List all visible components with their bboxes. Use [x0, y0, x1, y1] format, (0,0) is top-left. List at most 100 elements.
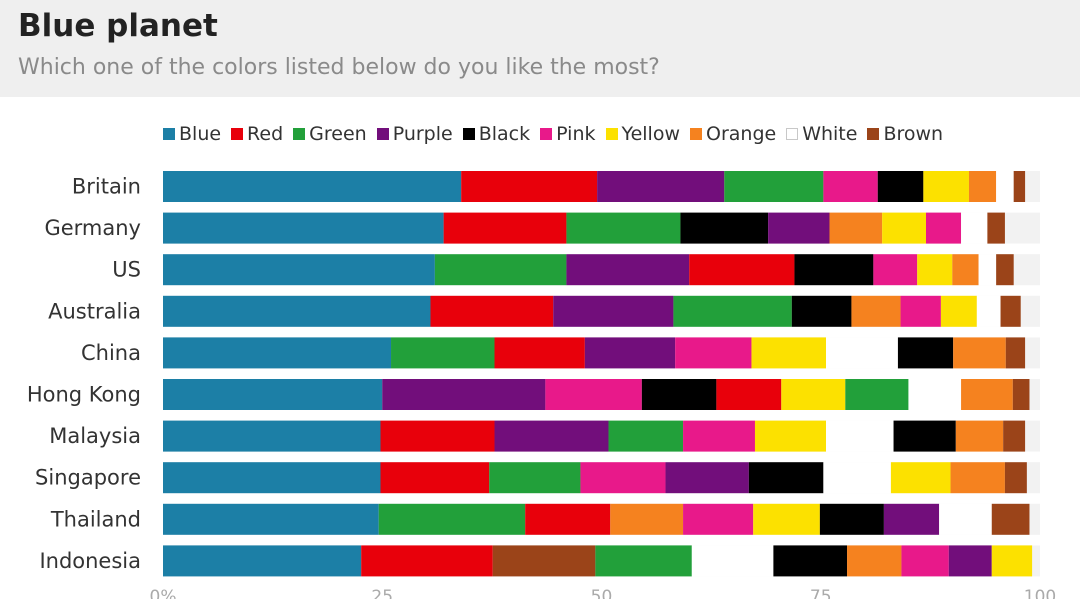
legend-item-green: Green: [293, 123, 367, 145]
bar-segment-germany-red: [443, 212, 567, 244]
bar-segment-britain-black: [877, 171, 924, 202]
category-label-thailand: Thailand: [50, 507, 141, 531]
bar-segment-thailand-red: [525, 503, 611, 535]
x-tick-label-4: 100: [1024, 587, 1056, 599]
bar-segment-thailand-purple: [883, 503, 940, 535]
bar-segment-thailand-brown: [991, 503, 1030, 535]
bar-segment-germany-green: [566, 212, 681, 244]
bar-segment-us-white: [978, 254, 997, 286]
bar-segment-china-yellow: [751, 337, 827, 369]
bar-segment-hong-kong-orange: [961, 379, 1013, 410]
legend-item-orange: Orange: [690, 123, 776, 145]
bar-segment-us-red: [689, 254, 795, 286]
legend-label-brown: Brown: [883, 123, 944, 145]
category-label-germany: Germany: [44, 216, 141, 240]
bar-segment-malaysia-green: [608, 420, 684, 452]
legend-swatch-white: [786, 128, 799, 140]
legend-item-brown: Brown: [867, 123, 943, 145]
bar-segment-indonesia-blue: [163, 545, 362, 577]
bar-segment-britain-pink: [823, 171, 878, 202]
category-label-malaysia: Malaysia: [49, 424, 141, 448]
bar-segment-hong-kong-black: [641, 379, 717, 410]
legend-label-black: Black: [478, 123, 531, 145]
category-label-china: China: [81, 341, 141, 365]
bar-segment-hong-kong-purple: [382, 379, 546, 410]
legend-label-pink: Pink: [556, 123, 596, 145]
bar-segment-thailand-blue: [163, 503, 379, 535]
legend-item-purple: Purple: [376, 123, 453, 145]
bar-segment-thailand-orange: [610, 503, 684, 535]
legend-label-white: White: [802, 123, 858, 145]
bar-segment-indonesia-green: [595, 545, 692, 577]
bar-segment-china-purple: [584, 337, 676, 369]
legend-swatch-blue: [163, 128, 175, 140]
legend-swatch-yellow: [605, 128, 618, 140]
bar-segment-indonesia-pink: [901, 545, 949, 577]
x-tick-label-0: 0%: [150, 587, 177, 599]
bar-segment-britain-purple: [597, 171, 725, 202]
bar-segment-us-pink: [873, 254, 918, 286]
legend-label-orange: Orange: [706, 123, 777, 145]
bar-segment-singapore-black: [748, 462, 824, 494]
bar-segment-australia-black: [791, 295, 852, 327]
bar-segment-singapore-red: [380, 462, 490, 494]
chart-title: Blue planet: [18, 8, 218, 44]
legend-label-red: Red: [247, 123, 284, 145]
bar-segment-us-green: [434, 254, 567, 286]
bar-segment-britain-blue: [163, 171, 462, 202]
bar-row-thailand: [163, 503, 1040, 535]
bar-segment-singapore-green: [489, 462, 581, 494]
bar-segment-us-blue: [163, 254, 435, 286]
bar-segment-britain-red: [461, 171, 598, 202]
x-tick-label-2: 50: [591, 587, 613, 599]
bar-segment-hong-kong-yellow: [781, 379, 846, 410]
legend-swatch-black: [462, 128, 475, 140]
category-label-australia: Australia: [48, 299, 141, 323]
bar-segment-germany-blue: [163, 212, 444, 244]
bar-segment-us-orange: [952, 254, 979, 286]
bar-segment-australia-green: [673, 295, 792, 327]
bar-segment-china-orange: [953, 337, 1006, 369]
legend-swatch-green: [293, 128, 306, 140]
legend-swatch-red: [231, 128, 244, 140]
bar-row-singapore: [163, 462, 1040, 494]
bar-segment-germany-brown: [987, 212, 1005, 244]
bar-segment-us-yellow: [917, 254, 953, 286]
bar-segment-britain-brown: [1013, 171, 1026, 202]
bar-segment-malaysia-pink: [683, 420, 755, 452]
bar-segment-germany-yellow: [882, 212, 926, 244]
bar-segment-thailand-pink: [683, 503, 754, 535]
bar-segment-singapore-yellow: [890, 462, 951, 494]
bar-segment-indonesia-black: [773, 545, 848, 577]
bar-segment-malaysia-orange: [955, 420, 1004, 452]
bar-segment-china-black: [897, 337, 954, 369]
bar-segment-china-white: [826, 337, 898, 369]
bar-segment-hong-kong-brown: [1012, 379, 1030, 410]
bar-row-germany: [163, 212, 1040, 244]
legend-label-yellow: Yellow: [621, 123, 681, 145]
bar-segment-malaysia-blue: [163, 420, 381, 452]
legend-label-green: Green: [309, 123, 367, 145]
category-label-singapore: Singapore: [35, 466, 141, 490]
legend-item-pink: Pink: [540, 123, 596, 145]
bar-segment-britain-orange: [968, 171, 997, 202]
bar-segment-hong-kong-blue: [163, 379, 383, 410]
legend-label-purple: Purple: [392, 123, 453, 145]
bar-segment-indonesia-orange: [847, 545, 902, 577]
bar-segment-us-black: [794, 254, 874, 286]
legend-item-yellow: Yellow: [605, 123, 681, 145]
bar-segment-singapore-orange: [950, 462, 1005, 494]
bar-segment-china-red: [494, 337, 585, 369]
bar-segment-australia-blue: [163, 295, 431, 327]
bar-segment-hong-kong-white: [908, 379, 962, 410]
bar-segment-china-pink: [675, 337, 752, 369]
bar-segment-china-blue: [163, 337, 392, 369]
x-tick-label-3: 75: [810, 587, 832, 599]
bar-segment-thailand-yellow: [753, 503, 820, 535]
chart-legend: Blue Red Green Purple Black Pink Yellow Orange W…: [163, 120, 943, 148]
bar-segment-germany-black: [680, 212, 769, 244]
bar-row-britain: [163, 171, 1040, 202]
legend-label-blue: Blue: [179, 123, 222, 145]
bar-segment-indonesia-purple: [948, 545, 992, 577]
bar-segment-malaysia-purple: [494, 420, 609, 452]
